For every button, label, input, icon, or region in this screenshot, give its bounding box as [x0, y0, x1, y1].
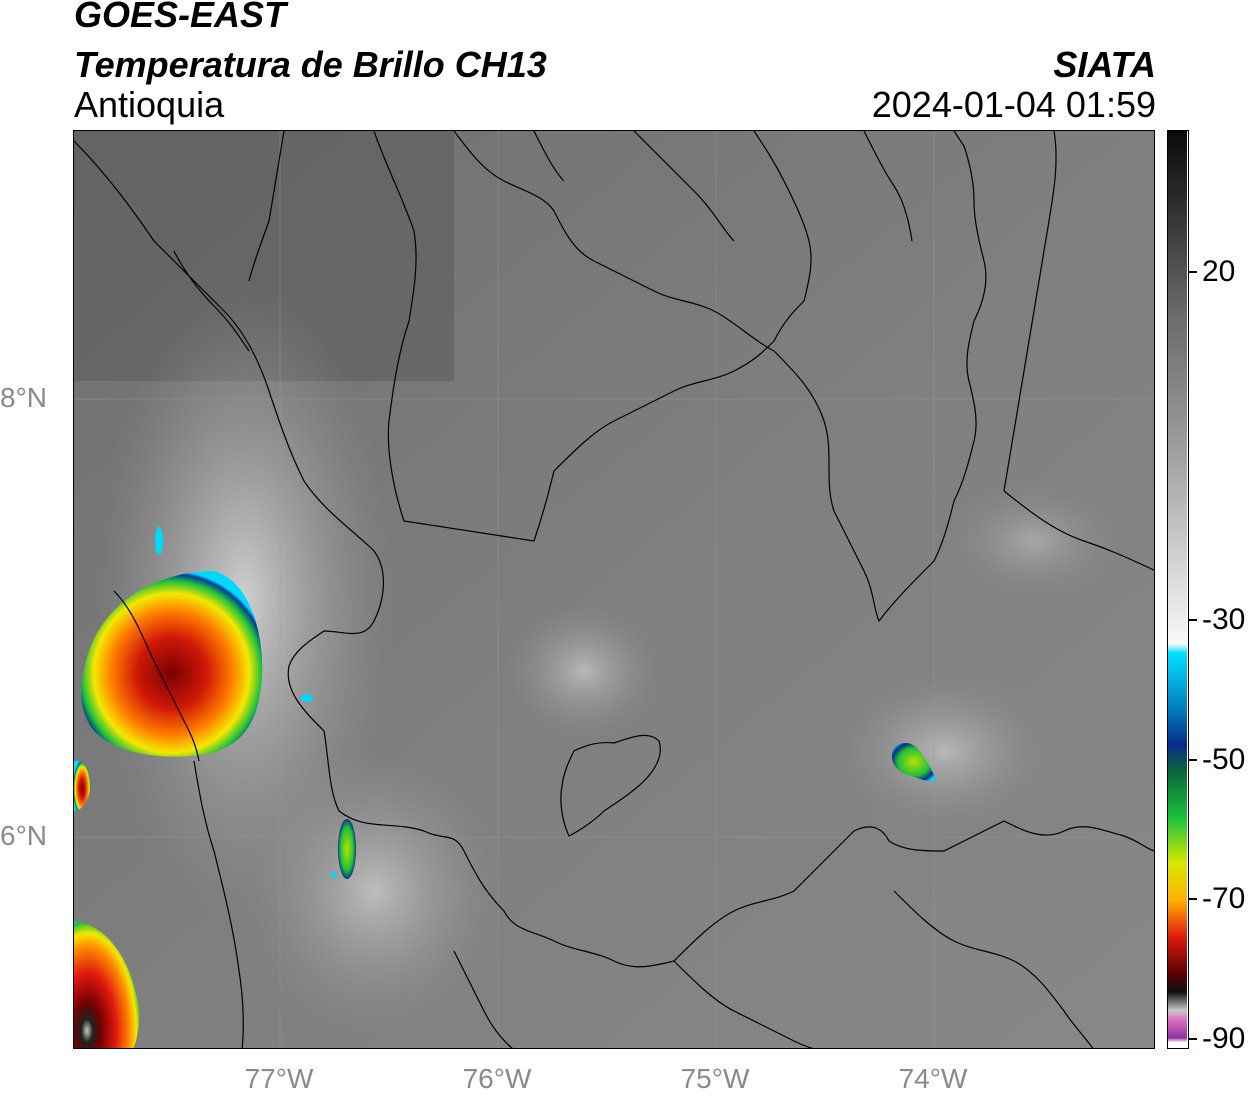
product-title: Temperatura de Brillo CH13 [74, 44, 547, 85]
brand-label: SIATA [1053, 44, 1156, 85]
satellite-title: GOES-EAST [74, 0, 287, 35]
colorbar-tick-mark [1189, 1038, 1197, 1040]
map-canvas [74, 131, 1154, 1048]
colorbar [1167, 130, 1189, 1049]
datetime-label: 2024-01-04 01:59 [871, 84, 1156, 125]
colorbar-gradient [1168, 131, 1187, 1047]
lat-label-6n: 6°N [0, 820, 47, 851]
colorbar-tick-20: 20 [1202, 255, 1236, 288]
lon-label-76w: 76°W [462, 1063, 532, 1094]
lon-label-74w: 74°W [898, 1063, 968, 1094]
colorbar-tick-mark [1189, 759, 1197, 761]
colorbar-tick-mark [1189, 619, 1197, 621]
colorbar-tick-mark [1189, 271, 1197, 273]
colorbar-tick-minus30: -30 [1202, 603, 1246, 636]
satellite-map[interactable] [73, 130, 1155, 1049]
colorbar-tick-minus70: -70 [1202, 882, 1246, 915]
lon-label-75w: 75°W [680, 1063, 750, 1094]
lon-label-77w: 77°W [244, 1063, 314, 1094]
region-label: Antioquia [74, 84, 225, 125]
colorbar-tick-mark [1189, 898, 1197, 900]
colorbar-tick-minus50: -50 [1202, 743, 1246, 776]
lat-label-8n: 8°N [0, 382, 47, 413]
colorbar-tick-minus90: -90 [1202, 1022, 1246, 1055]
